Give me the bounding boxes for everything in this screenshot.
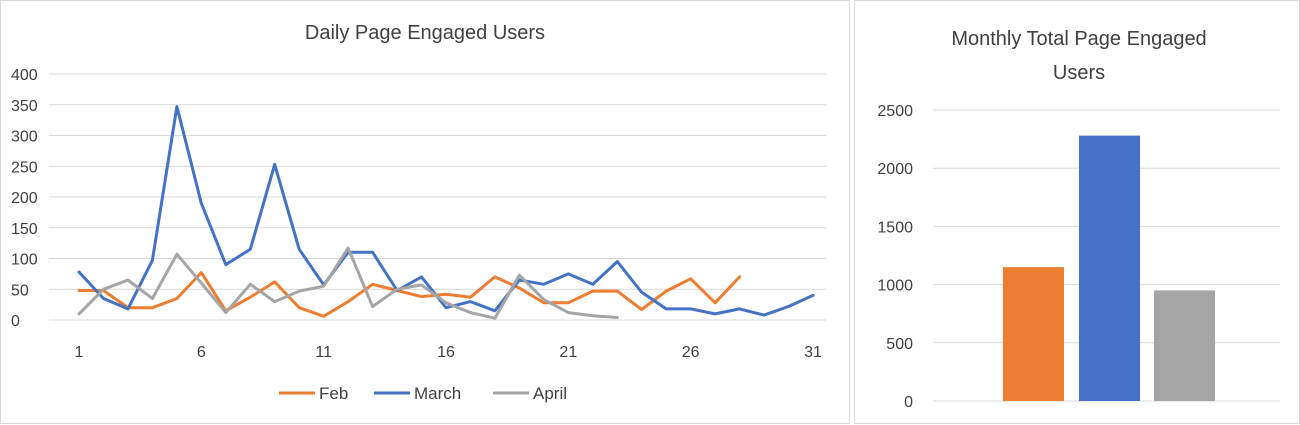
y-tick-label: 300: [11, 129, 38, 146]
monthly-engaged-users-chart: Monthly Total Page Engaged Users 0 500 1000 1…: [854, 0, 1300, 424]
x-tick-label: 26: [682, 344, 700, 361]
bar-feb: [1003, 267, 1064, 401]
legend-label: April: [533, 384, 567, 403]
bar-chart-svg: Monthly Total Page Engaged Users 0 500 1000 1…: [877, 28, 1280, 411]
y-tick-label: 350: [11, 98, 38, 115]
y-tick-label: 250: [11, 159, 38, 176]
x-tick-label: 16: [437, 344, 455, 361]
y-tick-label: 2500: [877, 103, 913, 120]
y-tick-label: 50: [11, 282, 29, 299]
y-tick-label: 500: [886, 336, 913, 353]
x-tick-label: 11: [315, 344, 332, 361]
series-line-april: [77, 246, 619, 320]
y-tick-label: 0: [11, 313, 20, 330]
legend-label: March: [414, 384, 461, 403]
chart-title-line-2: Users: [1053, 62, 1105, 84]
legend-label: Feb: [319, 384, 348, 403]
bar-march: [1079, 135, 1140, 401]
bar-april: [1154, 290, 1215, 401]
x-tick-label: 1: [75, 344, 84, 361]
daily-engaged-users-chart: Daily Page Engaged Users 0 50 100 150 200 250 3…: [0, 0, 850, 424]
series-line-march: [77, 105, 815, 317]
y-tick-label: 100: [11, 252, 38, 269]
y-tick-label: 0: [904, 394, 913, 411]
x-tick-label: 21: [559, 344, 577, 361]
line-chart-svg: Daily Page Engaged Users 0 50 100 150 200 250 3…: [11, 22, 826, 403]
series-line-feb: [77, 271, 742, 318]
y-tick-label: 200: [11, 190, 38, 207]
y-tick-label: 150: [11, 221, 38, 238]
chart-title-line-1: Monthly Total Page Engaged: [951, 28, 1206, 50]
x-tick-label: 31: [804, 344, 822, 361]
y-tick-label: 2000: [877, 161, 913, 178]
y-tick-label: 1000: [877, 278, 913, 295]
y-tick-label: 1500: [877, 219, 913, 236]
y-tick-label: 400: [11, 67, 38, 84]
x-tick-label: 6: [197, 344, 206, 361]
chart-title: Daily Page Engaged Users: [305, 22, 545, 44]
